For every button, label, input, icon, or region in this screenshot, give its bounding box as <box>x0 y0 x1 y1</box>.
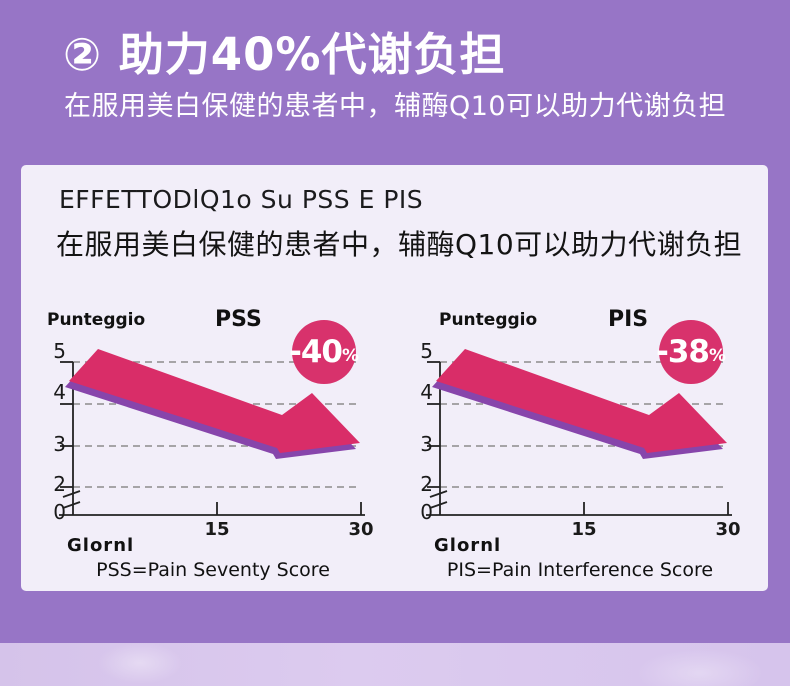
y-tick-label: 5 <box>420 339 433 363</box>
chart-caption: PSS=Pain Seventy Score <box>96 559 330 581</box>
x-axis <box>426 502 732 516</box>
x-axis-label: Glornl <box>67 535 134 556</box>
y-axis-title: Punteggio <box>47 310 146 330</box>
y-axis-break <box>429 490 448 509</box>
x-tick-label: 15 <box>204 519 229 540</box>
chart-caption: PIS=Pain Interference Score <box>446 559 714 581</box>
y-axis-title: Punteggio <box>439 310 538 330</box>
y-tick-label: 0 <box>420 500 433 524</box>
y-tick-label: 2 <box>53 472 66 496</box>
x-tick-label: 30 <box>715 519 740 540</box>
y-tick-label: 3 <box>53 432 66 456</box>
x-tick-label: 30 <box>348 519 373 540</box>
y-tick-label: 3 <box>420 432 433 456</box>
y-axis-break <box>62 490 81 509</box>
x-tick-label: 15 <box>571 519 596 540</box>
chart-title: PSS <box>215 307 262 332</box>
trend-arrow <box>436 349 727 453</box>
card-subheading: 在服用美白保健的患者中，辅酶Q10可以助力代谢负担 <box>56 228 743 261</box>
card-heading: EFFETTODlQ1o Su PSS E PIS <box>59 185 424 214</box>
change-badge: -40% <box>288 320 360 384</box>
chart-title: PIS <box>608 307 649 332</box>
pis-plot-area: 5 4 3 2 0 15 30 Glornl <box>420 339 740 556</box>
pss-plot-area: 5 4 3 2 0 15 30 Glornl <box>53 339 373 556</box>
x-axis-label: Glornl <box>434 535 501 556</box>
change-badge-value: -38 <box>655 333 710 370</box>
chart-card: EFFETTODlQ1o Su PSS E PIS 在服用美白保健的患者中，辅酶… <box>21 165 768 591</box>
change-badge-unit: % <box>708 345 727 366</box>
page-title: ② 助力40%代谢负担 <box>63 28 506 81</box>
y-tick-label: 5 <box>53 339 66 363</box>
y-tick-label: 4 <box>53 380 66 404</box>
y-tick-label: 4 <box>420 380 433 404</box>
y-tick-label: 0 <box>53 500 66 524</box>
page-subtitle: 在服用美白保健的患者中，辅酶Q10可以助力代谢负担 <box>64 91 727 122</box>
chart-pis: 5 4 3 2 0 15 30 Glornl Punteggio PIS -38… <box>405 305 755 595</box>
trend-arrow <box>69 349 360 453</box>
change-badge-value: -40 <box>288 333 343 370</box>
chart-pss: 5 4 3 2 0 15 30 Glornl Punteggio PSS -40… <box>38 305 388 595</box>
change-badge-unit: % <box>341 345 360 366</box>
x-axis <box>59 502 365 516</box>
footer-strip <box>0 643 790 686</box>
change-badge: -38% <box>655 320 727 384</box>
y-tick-label: 2 <box>420 472 433 496</box>
